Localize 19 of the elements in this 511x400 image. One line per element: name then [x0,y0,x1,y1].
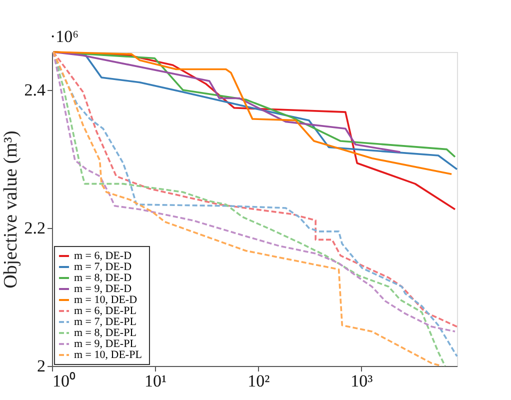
legend-label: m = 9, DE-PL [74,338,137,350]
legend-label: m = 10, DE-PL [74,349,142,361]
legend-label: m = 6, DE-D [74,250,132,262]
x-tick-label: 10¹ [144,372,167,390]
legend-label: m = 8, DE-PL [74,327,137,339]
legend-label: m = 10, DE-D [74,294,138,306]
legend-label: m = 6, DE-PL [74,305,137,317]
legend-label: m = 7, DE-D [74,261,132,273]
legend-label: m = 9, DE-D [74,283,132,295]
legend-label: m = 7, DE-PL [74,316,137,328]
y-tick-label: 2 [37,356,46,376]
y-axis-title: Objective value (m³) [0,130,22,288]
text: ·10⁶ [50,27,79,46]
x-tick-label: 10⁰ [52,372,76,390]
y-tick-label: 2.2 [24,218,46,238]
x-tick-label: 10³ [350,372,373,390]
y-tick-label: 2.4 [24,80,46,100]
x-tick-label: 10² [248,372,270,390]
legend-label: m = 8, DE-D [74,272,132,284]
